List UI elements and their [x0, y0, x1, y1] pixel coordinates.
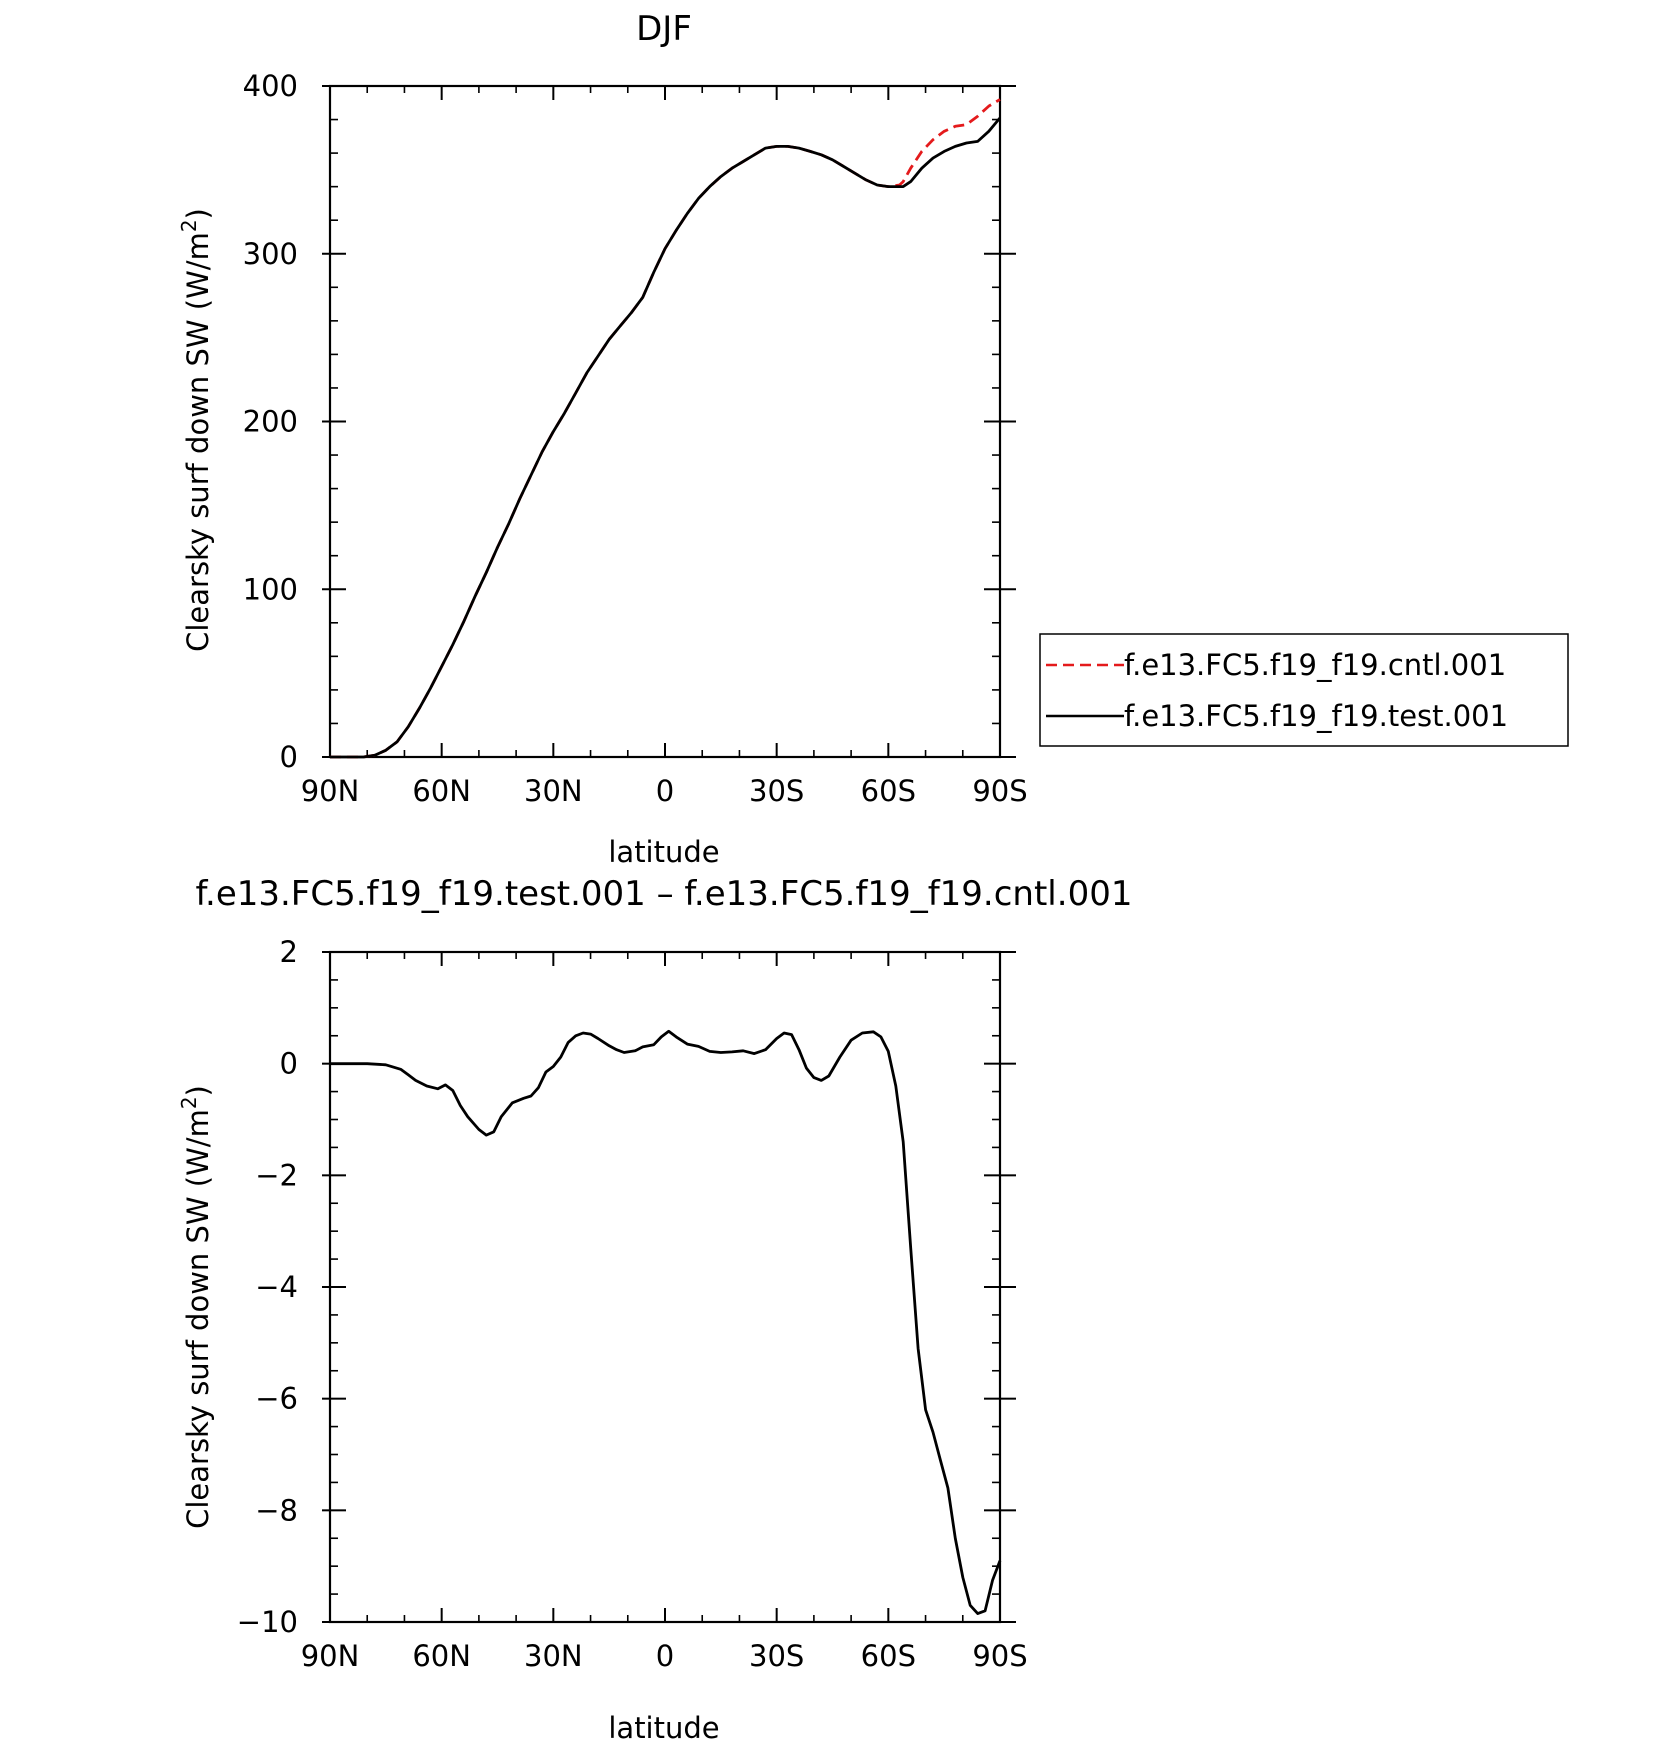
x-tick-label: 0: [656, 1639, 674, 1673]
legend-label-test: f.e13.FC5.f19_f19.test.001: [1124, 699, 1508, 733]
legend-frame: [1039, 633, 1569, 747]
y-tick-label: 200: [243, 405, 298, 439]
top-plot-area: 90N 60N 30N 0 30S 60S 90S 0 100 200 300 400: [243, 69, 1028, 808]
top-chart-title: DJF: [636, 9, 692, 49]
x-tick-label: 60S: [861, 774, 916, 808]
series-line-cntl: [330, 98, 1001, 759]
x-tick-label: 30N: [524, 1639, 583, 1673]
top-x-axis-label: latitude: [608, 835, 719, 869]
y-tick-label: −4: [255, 1270, 298, 1304]
series-line-test: [330, 117, 1002, 759]
legend: f.e13.FC5.f19_f19.cntl.001 f.e13.FC5.f19…: [1039, 633, 1569, 747]
y-tick-label: −10: [237, 1605, 298, 1639]
y-tick-label: 0: [280, 740, 298, 774]
y-tick-label: −6: [255, 1382, 298, 1416]
x-tick-label: 90S: [972, 774, 1027, 808]
y-tick-label: 2: [280, 935, 298, 969]
plot-frame: [328, 950, 1002, 1624]
bottom-y-axis-label: Clearsky surf down SW (W/m2): [177, 1085, 215, 1529]
y-tick-label: 300: [243, 237, 298, 271]
x-tick-label: 60S: [861, 1639, 916, 1673]
top-y-axis-label: Clearsky surf down SW (W/m2): [177, 208, 215, 652]
x-tick-label: 90N: [301, 1639, 360, 1673]
bottom-chart-title: f.e13.FC5.f19_f19.test.001 – f.e13.FC5.f…: [196, 874, 1133, 914]
y-tick-label: −8: [255, 1493, 298, 1527]
x-tick-label: 90S: [972, 1639, 1027, 1673]
x-tick-label: 0: [656, 774, 674, 808]
x-tick-label: 60N: [412, 1639, 471, 1673]
legend-label-cntl: f.e13.FC5.f19_f19.cntl.001: [1124, 648, 1506, 682]
bottom-panel: f.e13.FC5.f19_f19.test.001 – f.e13.FC5.f…: [177, 874, 1132, 1745]
x-tick-label: 90N: [301, 774, 360, 808]
bottom-plot-area: 90N 60N 30N 0 30S 60S 90S −10 −8 −6 −4 −2 0 2: [237, 935, 1028, 1673]
y-tick-label: 0: [280, 1047, 298, 1081]
x-tick-label: 30S: [749, 774, 804, 808]
y-tick-label: 100: [243, 572, 298, 606]
x-tick-label: 30S: [749, 1639, 804, 1673]
top-panel: DJF 90N 60N 30N 0 30S 60S 90S 0 100 200 300 400 lat…: [177, 9, 1028, 869]
y-tick-label: 400: [243, 69, 298, 103]
y-tick-label: −2: [255, 1158, 298, 1192]
x-tick-label: 60N: [412, 774, 471, 808]
x-tick-label: 30N: [524, 774, 583, 808]
series-line-test: [330, 1029, 1002, 1615]
bottom-x-axis-label: latitude: [608, 1711, 719, 1745]
